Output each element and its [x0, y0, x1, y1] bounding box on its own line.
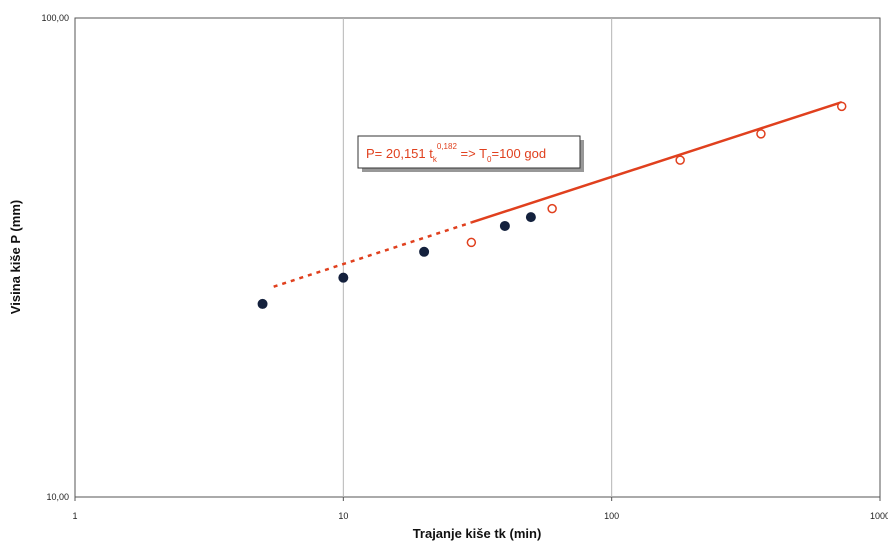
data-point-filled [257, 298, 268, 309]
fit-line [273, 100, 843, 288]
data-point-filled [338, 272, 349, 283]
data-point-open [675, 155, 685, 165]
equation-text: P= 20,151 tk0,182 => T0=100 god [366, 142, 546, 164]
x-tick-label: 100 [604, 511, 619, 521]
data-point-open [547, 203, 557, 214]
y-axis-label: Visina kiše P (mm) [8, 200, 23, 314]
y-ticks: 10,00 100,00 [41, 13, 69, 502]
data-point-filled [419, 246, 430, 257]
data-points [257, 101, 847, 309]
data-point-filled [499, 220, 510, 231]
plot-area [74, 17, 881, 498]
data-point-filled [525, 212, 536, 223]
y-tick-label: 100,00 [41, 13, 69, 23]
x-tick-label: 10 [338, 511, 348, 521]
data-point-open [756, 129, 766, 139]
x-axis-label: Trajanje kiše tk (min) [413, 526, 542, 541]
x-tick-label: 1000 [870, 511, 888, 521]
equation-box: P= 20,151 tk0,182 => T0=100 god [357, 135, 584, 172]
fit-line-solid [470, 100, 843, 224]
x-ticks: 1 10 100 1000 [72, 497, 888, 521]
fit-line-dashed [273, 221, 472, 288]
y-tick-label: 10,00 [46, 492, 69, 502]
grid [342, 18, 613, 497]
data-point-open [466, 237, 477, 248]
data-point-open [836, 101, 847, 112]
x-tick-label: 1 [72, 511, 77, 521]
